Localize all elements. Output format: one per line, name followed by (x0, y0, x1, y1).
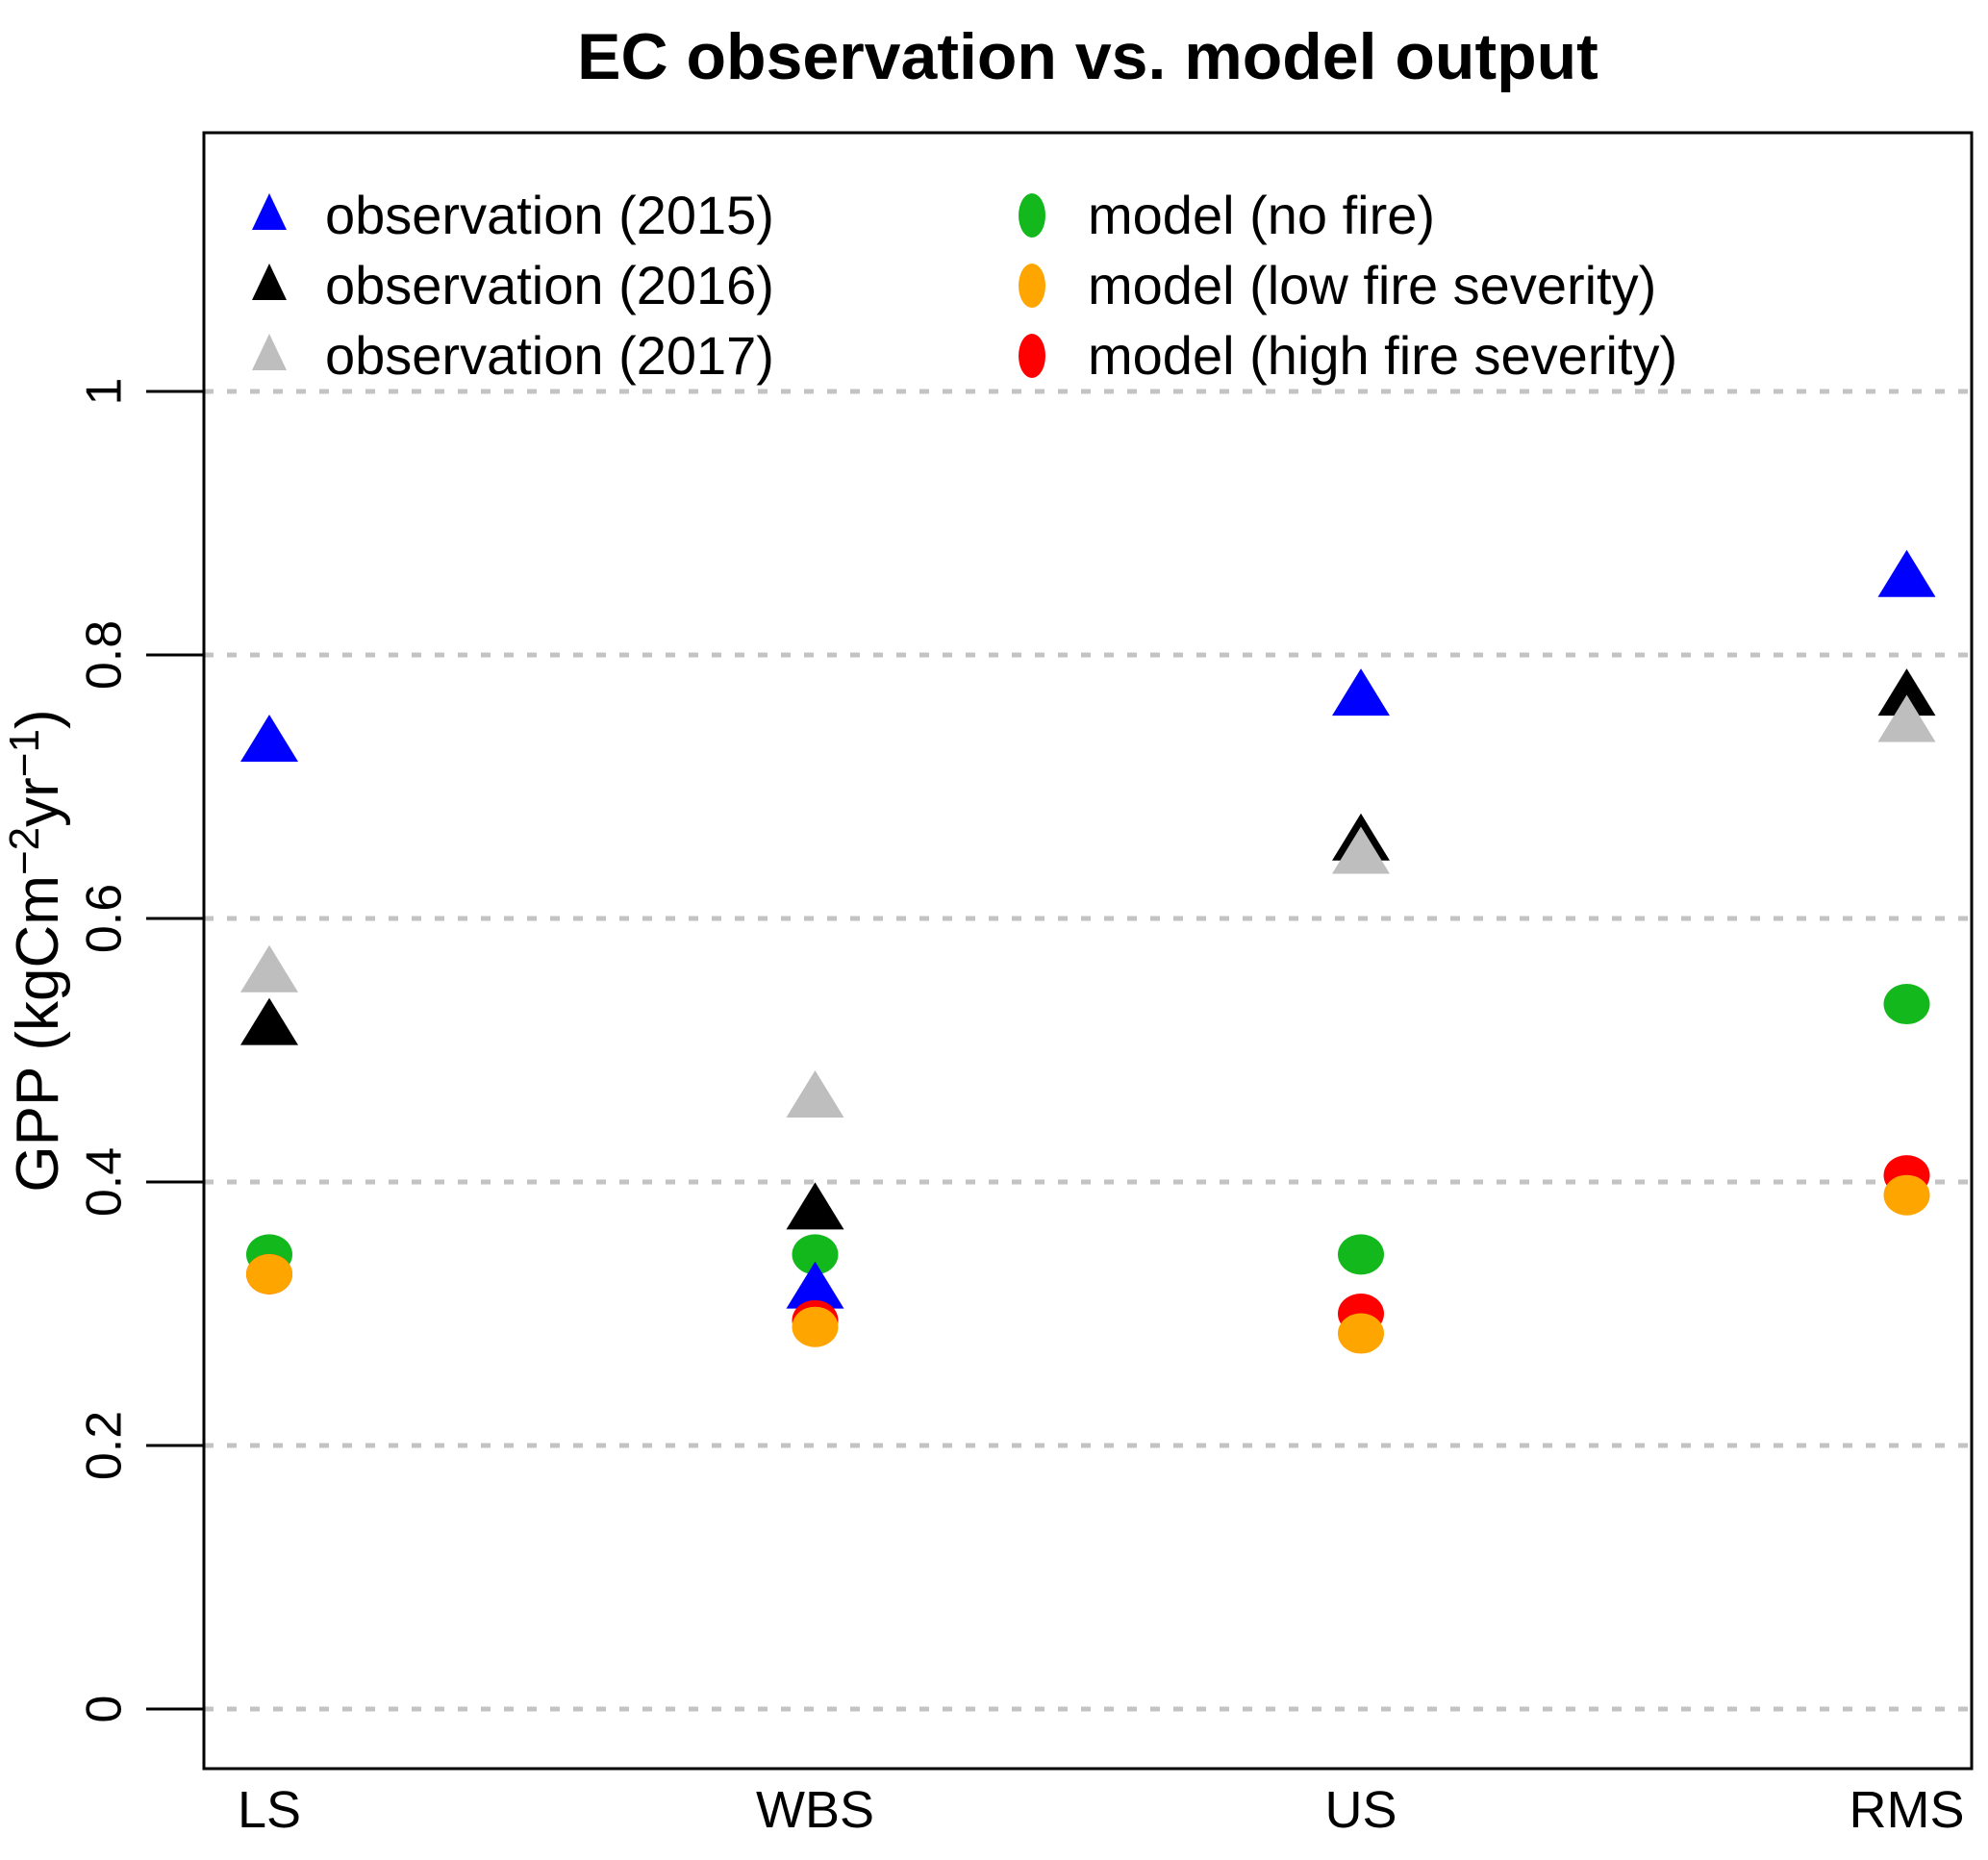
observation-2016-point-RMS (1877, 668, 1936, 716)
plot-border (202, 131, 1974, 1771)
x-category-label-WBS: WBS (756, 1781, 874, 1839)
y-tick-label-0.6: 0.6 (77, 884, 133, 953)
chart-title: EC observation vs. model output (577, 20, 1598, 93)
legend-item-observation-2017: observation (2017) (252, 325, 774, 386)
legend-label-model-no-fire: model (no fire) (1088, 185, 1435, 245)
model-low-fire-severity-point-US (1338, 1313, 1384, 1354)
observation-2016-point-WBS (786, 1182, 844, 1230)
observation-2015-legend-marker-icon (252, 193, 287, 230)
y-axis-title: GPP (kgCm−2yr−1) (1, 709, 71, 1192)
observation-2015-point-US (1332, 668, 1390, 716)
model-no-fire-point-US (1338, 1234, 1384, 1275)
x-category-label-LS: LS (238, 1781, 301, 1839)
legend: observation (2015) observation (2016) obse… (252, 185, 1677, 386)
model-low-fire-severity-point-LS (246, 1253, 292, 1294)
model-no-fire-legend-marker-icon (1019, 193, 1045, 238)
observation-2015-point-LS (240, 715, 298, 763)
legend-item-observation-2016: observation (2016) (252, 255, 774, 315)
observation-2017-point-US (1332, 826, 1390, 874)
y-tick-label-0.4: 0.4 (77, 1147, 133, 1217)
observation-2015-point-WBS (786, 1261, 844, 1309)
model-high-fire-severity-legend-marker-icon (1019, 334, 1045, 378)
legend-label-observation-2017: observation (2017) (325, 325, 774, 386)
legend-item-model-no-fire: model (no fire) (1019, 185, 1435, 245)
observation-2017-point-WBS (786, 1069, 844, 1118)
model-no-fire-point-WBS (792, 1234, 839, 1275)
legend-item-model-low-fire-severity: model (low fire severity) (1019, 255, 1656, 315)
model-low-fire-severity-point-RMS (1883, 1174, 1930, 1216)
y-tick-label-0: 0 (77, 1696, 133, 1723)
observation-2016-legend-marker-icon (252, 264, 287, 300)
y-tick-label-0.2: 0.2 (77, 1411, 133, 1480)
legend-item-model-high-fire-severity: model (high fire severity) (1019, 325, 1677, 386)
observation-2017-point-LS (240, 944, 298, 993)
x-axis: LS WBS US RMS (238, 1781, 1965, 1839)
gridlines (204, 389, 1972, 1712)
y-axis-title-group: GPP (kgCm−2yr−1) (1, 709, 71, 1192)
model-no-fire-point-RMS (1883, 984, 1930, 1025)
y-tick-label-0.8: 0.8 (77, 620, 133, 690)
legend-label-observation-2015: observation (2015) (325, 185, 774, 245)
observation-2016-point-LS (240, 997, 298, 1045)
data-points (240, 549, 1936, 1354)
model-low-fire-severity-point-WBS (792, 1306, 839, 1347)
observation-2015-point-RMS (1877, 549, 1936, 597)
y-tick-label-1: 1 (77, 378, 133, 406)
x-category-label-RMS: RMS (1850, 1781, 1965, 1839)
legend-label-model-high-fire-severity: model (high fire severity) (1088, 325, 1677, 386)
legend-label-observation-2016: observation (2016) (325, 255, 774, 315)
x-category-label-US: US (1324, 1781, 1397, 1839)
observation-2017-legend-marker-icon (252, 334, 287, 370)
y-axis: 0 0.2 0.4 0.6 0.8 1 (77, 378, 204, 1723)
legend-item-observation-2015: observation (2015) (252, 185, 774, 245)
observation-2017-point-RMS (1877, 694, 1936, 742)
legend-label-model-low-fire-severity: model (low fire severity) (1088, 255, 1656, 315)
model-low-fire-severity-legend-marker-icon (1019, 264, 1045, 308)
